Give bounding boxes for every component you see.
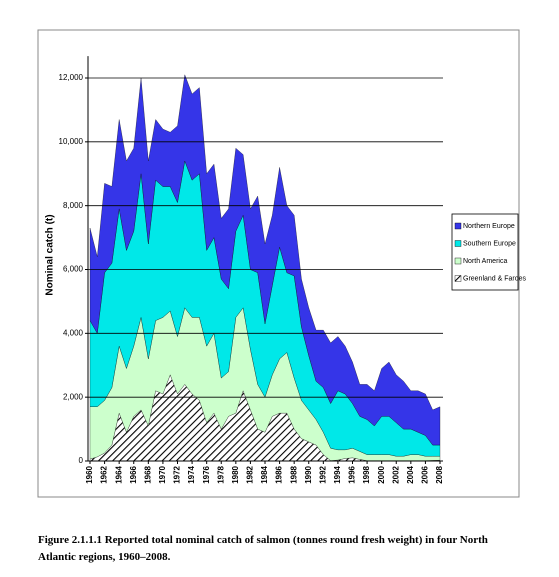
x-tick-label: 1992 [318, 465, 327, 483]
legend-swatch [454, 240, 462, 247]
legend-label: Northern Europe [463, 223, 515, 230]
x-tick-label: 1994 [333, 465, 342, 483]
x-tick-label: 1988 [289, 465, 298, 483]
x-tick-label: 1960 [85, 465, 94, 483]
legend-swatch [454, 257, 462, 265]
x-tick-label: 1978 [216, 465, 225, 483]
x-tick-label: 1964 [114, 465, 123, 483]
legend-label: Greenland & Faroes [463, 275, 527, 282]
x-tick-label: 1998 [362, 465, 371, 483]
x-tick-label: 1982 [246, 465, 255, 483]
x-tick-label: 1972 [173, 465, 182, 483]
y-tick-label: 10,000 [59, 137, 84, 146]
x-tick-label: 2002 [391, 465, 400, 483]
x-tick-label: 2006 [421, 465, 430, 483]
caption: Figure 2.1.1.1 Reported total nominal ca… [38, 534, 488, 563]
chart-frame [37, 29, 520, 498]
y-tick-label: 0 [79, 456, 84, 465]
x-tick-label: 1990 [304, 465, 313, 483]
y-axis-label: Nominal catch (t) [45, 214, 56, 295]
x-tick-label: 1962 [100, 465, 109, 483]
x-tick-label: 1970 [158, 465, 167, 483]
x-tick-label: 1980 [231, 465, 240, 483]
x-tick-label: 2000 [377, 465, 386, 483]
x-tick-label: 1966 [129, 465, 138, 483]
legend-label: Southern Europe [463, 240, 516, 247]
legend-label: North America [463, 258, 507, 265]
y-tick-label: 8,000 [63, 201, 84, 210]
legend-box [451, 213, 519, 291]
area [89, 74, 441, 446]
legend-swatch [454, 222, 462, 230]
x-tick-label: 2008 [435, 465, 444, 483]
y-tick-label: 2,000 [63, 392, 84, 401]
x-tick-label: 2004 [406, 465, 415, 483]
y-tick-label: 4,000 [63, 328, 84, 337]
y-tick-label: 6,000 [63, 265, 84, 274]
legend-swatch [454, 275, 462, 282]
x-tick-label: 1996 [348, 465, 357, 483]
chart: Nominal catch (t) 0 2,000 4,000 6,000 8,000 1… [37, 29, 527, 498]
x-tick-label: 1984 [260, 465, 269, 483]
x-tick-label: 1968 [143, 465, 152, 483]
x-tick-label: 1974 [187, 465, 196, 483]
x-tick-label: 1986 [275, 465, 284, 483]
x-tick-label: 1976 [202, 465, 211, 483]
y-tick-label: 12,000 [59, 73, 84, 82]
